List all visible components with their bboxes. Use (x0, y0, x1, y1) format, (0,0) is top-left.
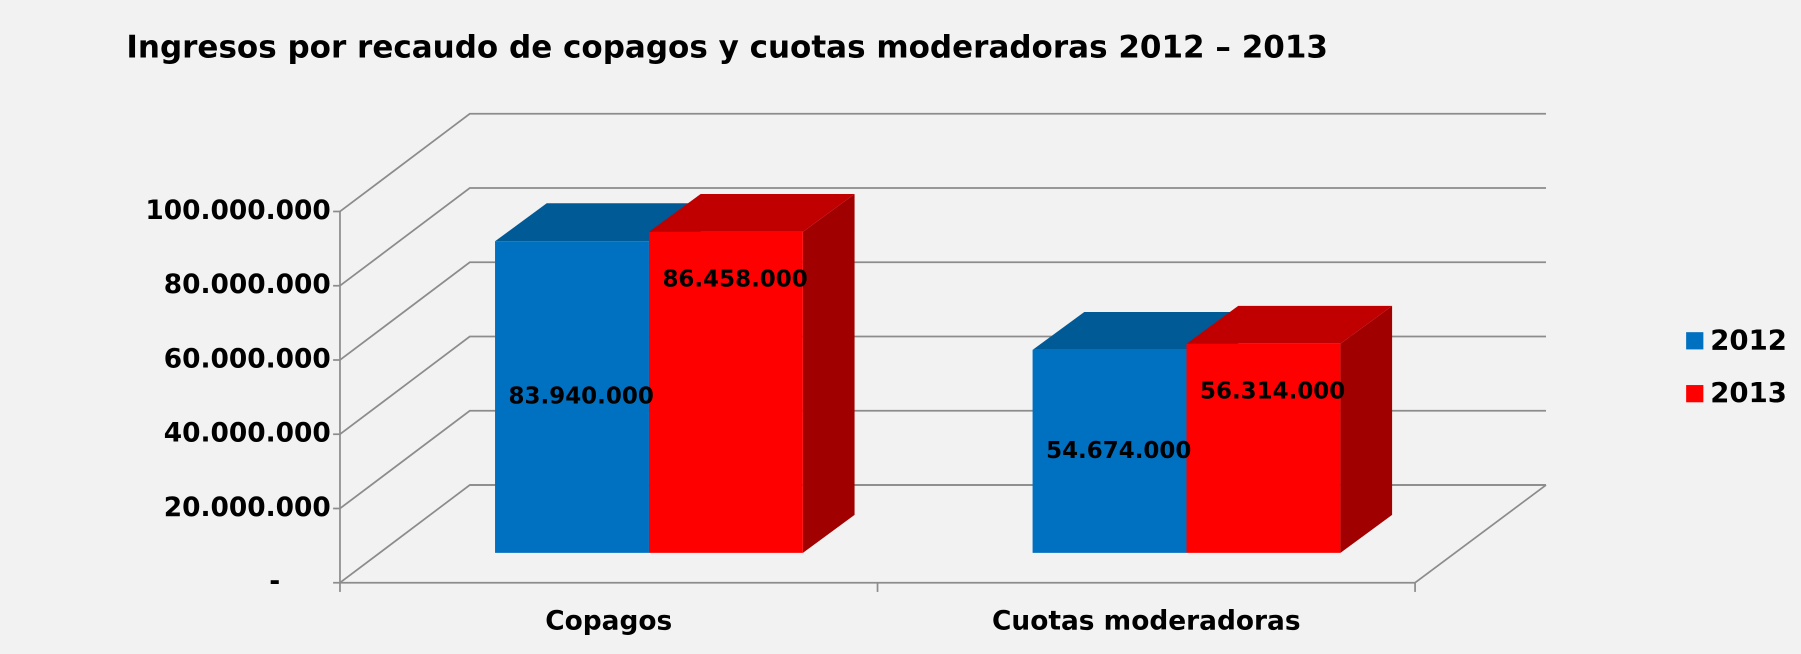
legend-label: 2012 (1710, 323, 1787, 356)
grid-line (339, 187, 1547, 287)
legend-swatch (1686, 332, 1704, 350)
grid-line (339, 112, 1547, 213)
bar-top (1032, 311, 1239, 350)
x-tick-label: Copagos (545, 605, 672, 636)
data-label: 56.314.000 (1200, 379, 1345, 405)
chart-title: Ingresos por recaudo de copagos y cuotas… (126, 29, 1328, 65)
data-label: 54.674.000 (1046, 438, 1191, 464)
bar-top (1186, 305, 1393, 344)
bar-side (1340, 305, 1393, 553)
y-tick-label: 80.000.000 (164, 269, 331, 300)
grid-line (339, 261, 1547, 361)
bar-side (802, 193, 855, 553)
legend-swatch (1686, 385, 1704, 403)
y-tick-label: - (269, 566, 280, 597)
y-tick-label: 40.000.000 (164, 418, 331, 449)
bar-top (648, 193, 855, 232)
data-label: 83.940.000 (509, 384, 654, 410)
y-tick-label: 60.000.000 (164, 343, 331, 374)
legend-label: 2013 (1710, 376, 1787, 409)
bar (1032, 349, 1187, 553)
x-tick-label: Cuotas moderadoras (992, 605, 1300, 636)
floor-edge (1414, 484, 1547, 584)
y-tick-label: 100.000.000 (145, 195, 330, 226)
bar (495, 241, 649, 553)
data-label: 86.458.000 (662, 267, 807, 293)
bar (1186, 343, 1341, 553)
y-tick-label: 20.000.000 (164, 492, 331, 523)
bar (648, 231, 803, 553)
